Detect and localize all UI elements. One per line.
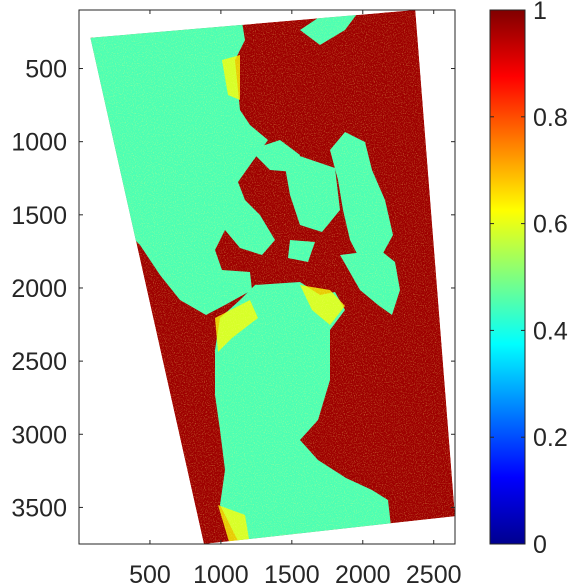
y-tick-label: 3500: [11, 494, 67, 522]
colorbar-tick-label: 1: [533, 0, 547, 25]
colorbar-tick-label: 0.4: [533, 317, 568, 345]
colorbar-tick-label: 0.6: [533, 211, 568, 239]
y-tick-label: 3000: [11, 421, 67, 449]
colorbar-ticks: 0 0.2 0.4 0.6 0.8 1: [490, 0, 568, 559]
x-tick-label: 500: [129, 561, 171, 588]
x-tick-label: 1000: [193, 561, 249, 588]
y-tick-label: 2000: [11, 275, 67, 303]
colorbar-tick-label: 0.2: [533, 424, 568, 452]
x-tick-label: 2500: [406, 561, 462, 588]
axes-box: [78, 9, 456, 545]
y-tick-label: 1000: [11, 129, 67, 157]
y-tick-label: 2500: [11, 348, 67, 376]
colorbar: [489, 9, 526, 545]
colorbar-tick-label: 0.8: [533, 104, 568, 132]
plot-area: [79, 10, 455, 544]
x-tick-label: 1500: [264, 561, 320, 588]
x-axis-ticks: 500 1000 1500 2000 2500: [129, 10, 462, 588]
colorbar-tick-label: 0: [533, 531, 547, 559]
y-tick-label: 1500: [11, 202, 67, 230]
y-axis-ticks: 500 1000 1500 2000 2500 3000 3500: [11, 56, 455, 522]
x-tick-label: 2000: [335, 561, 391, 588]
y-tick-label: 500: [25, 56, 67, 84]
